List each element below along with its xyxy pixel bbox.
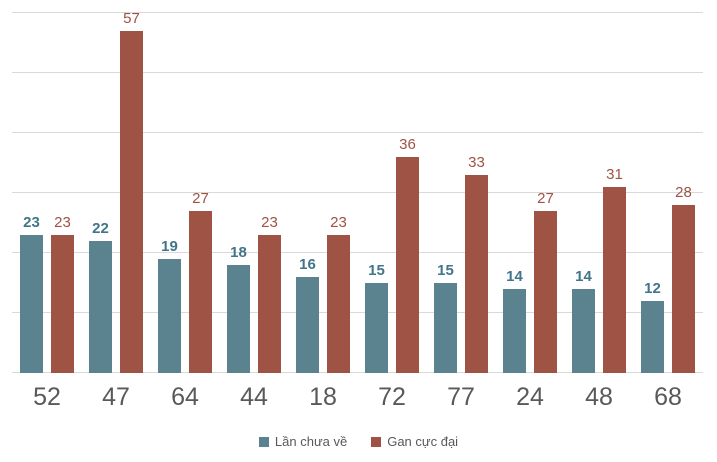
- legend-swatch-icon: [258, 436, 269, 447]
- gridline: [12, 252, 703, 253]
- bar-group: 15 36: [365, 136, 419, 373]
- bar-value-label: 15: [368, 262, 385, 279]
- bar-lan-chua-ve: 22: [89, 220, 112, 373]
- plot-area: 23 23 22 57 19 27 18 23 16 23 15 36 15 33 14 27 14 31 12 28: [12, 10, 703, 373]
- legend: Lần chưa về Gan cực đại: [0, 434, 717, 449]
- bar-group: 14 31: [572, 166, 626, 373]
- bar-lan-chua-ve: 18: [227, 244, 250, 373]
- bar-value-label: 15: [437, 262, 454, 279]
- gridline: [12, 72, 703, 73]
- bar-gan-cuc-dai: 23: [327, 214, 350, 373]
- bar-gan-cuc-dai: 36: [396, 136, 419, 373]
- bar-group: 15 33: [434, 154, 488, 373]
- gridline: [12, 192, 703, 193]
- bar-lan-chua-ve: 12: [641, 280, 664, 373]
- x-axis-label: 48: [585, 383, 613, 411]
- bar-value-label: 31: [606, 166, 623, 183]
- bar-value-label: 14: [575, 268, 592, 285]
- bar-gan-cuc-dai: 23: [51, 214, 74, 373]
- x-axis-label: 47: [102, 383, 130, 411]
- gridline: [12, 132, 703, 133]
- bar-gan-cuc-dai: 27: [189, 190, 212, 373]
- gridline: [12, 12, 703, 13]
- bar-gan-cuc-dai: 57: [120, 10, 143, 373]
- bar-group: 22 57: [89, 10, 143, 373]
- bar-value-label: 28: [675, 184, 692, 201]
- x-axis-label: 77: [447, 383, 475, 411]
- bar-value-label: 23: [54, 214, 71, 231]
- x-axis-label: 52: [33, 383, 61, 411]
- gridline: [12, 372, 703, 373]
- bar-value-label: 22: [92, 220, 109, 237]
- x-axis-label: 24: [516, 383, 544, 411]
- x-axis-label: 18: [309, 383, 337, 411]
- bar-value-label: 23: [23, 214, 40, 231]
- bar-value-label: 16: [299, 256, 316, 273]
- bar-value-label: 57: [123, 10, 140, 27]
- bar-gan-cuc-dai: 31: [603, 166, 626, 373]
- bar-value-label: 14: [506, 268, 523, 285]
- bar-groups: 23 23 22 57 19 27 18 23 16 23 15 36 15 33 14 27 14 31 12 28: [12, 10, 703, 373]
- x-axis-label: 72: [378, 383, 406, 411]
- bar-lan-chua-ve: 15: [365, 262, 388, 373]
- bar-group: 16 23: [296, 214, 350, 373]
- x-axis-label: 64: [171, 383, 199, 411]
- x-axis-label: 68: [654, 383, 682, 411]
- bar-lan-chua-ve: 14: [503, 268, 526, 373]
- bar-group: 12 28: [641, 184, 695, 373]
- bar-gan-cuc-dai: 33: [465, 154, 488, 373]
- legend-swatch-icon: [371, 436, 382, 447]
- bar-value-label: 18: [230, 244, 247, 261]
- legend-item-gan-cuc-dai: Gan cực đại: [371, 434, 458, 449]
- legend-label: Lần chưa về: [274, 434, 348, 449]
- x-axis-label: 44: [240, 383, 268, 411]
- bar-group: 14 27: [503, 190, 557, 373]
- bar-value-label: 36: [399, 136, 416, 153]
- bar-group: 18 23: [227, 214, 281, 373]
- legend-item-lan-chua-ve: Lần chưa về: [258, 434, 348, 449]
- gridline: [12, 312, 703, 313]
- bar-value-label: 12: [644, 280, 661, 297]
- bar-lan-chua-ve: 14: [572, 268, 595, 373]
- bar-gan-cuc-dai: 27: [534, 190, 557, 373]
- bar-lan-chua-ve: 23: [20, 214, 43, 373]
- bar-lan-chua-ve: 19: [158, 238, 181, 373]
- bar-lan-chua-ve: 16: [296, 256, 319, 373]
- bar-group: 19 27: [158, 190, 212, 373]
- bar-lan-chua-ve: 15: [434, 262, 457, 373]
- bar-gan-cuc-dai: 28: [672, 184, 695, 373]
- bar-value-label: 27: [537, 190, 554, 207]
- bar-group: 23 23: [20, 214, 74, 373]
- bar-gan-cuc-dai: 23: [258, 214, 281, 373]
- bar-value-label: 19: [161, 238, 178, 255]
- bar-value-label: 27: [192, 190, 209, 207]
- x-axis: 52 47 64 44 18 72 77 24 48 68: [12, 383, 703, 412]
- bar-value-label: 23: [330, 214, 347, 231]
- bar-value-label: 33: [468, 154, 485, 171]
- bar-value-label: 23: [261, 214, 278, 231]
- legend-label: Gan cực đại: [387, 434, 459, 449]
